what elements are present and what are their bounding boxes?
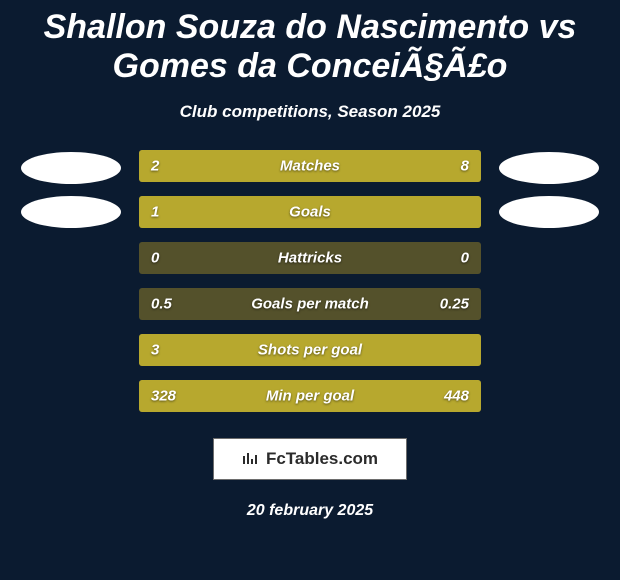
date: 20 february 2025 — [247, 502, 373, 520]
stat-row: 328 Min per goal 448 — [139, 380, 481, 412]
stat-value-left: 3 — [151, 342, 159, 359]
player-avatar-placeholder — [499, 196, 599, 228]
stat-row: 2 Matches 8 — [139, 150, 481, 182]
stat-value-right: 0 — [461, 250, 469, 267]
stat-row: 1 Goals — [139, 196, 481, 228]
stat-label: Min per goal — [266, 388, 354, 405]
stat-value-right: 8 — [461, 158, 469, 175]
bar-fill-right — [252, 196, 481, 228]
comparison-bars: 2 Matches 8 1 Goals 0 Hattricks 0 0.5 Goals per m… — [139, 150, 481, 412]
stat-value-left: 0 — [151, 250, 159, 267]
stat-value-left: 0.5 — [151, 296, 172, 313]
stat-value-right: 448 — [444, 388, 469, 405]
bar-fill-left — [139, 150, 207, 182]
right-avatar-column — [499, 152, 599, 228]
stat-label: Goals — [289, 204, 331, 221]
subtitle: Club competitions, Season 2025 — [180, 102, 441, 122]
footer-attribution: FcTables.com — [213, 438, 407, 480]
stat-row: 0.5 Goals per match 0.25 — [139, 288, 481, 320]
stat-value-left: 1 — [151, 204, 159, 221]
stat-label: Matches — [280, 158, 340, 175]
stat-label: Shots per goal — [258, 342, 362, 359]
stat-value-left: 2 — [151, 158, 159, 175]
bar-fill-right — [207, 150, 481, 182]
stat-label: Goals per match — [251, 296, 369, 313]
stat-value-left: 328 — [151, 388, 176, 405]
player-avatar-placeholder — [499, 152, 599, 184]
player-avatar-placeholder — [21, 196, 121, 228]
player-avatar-placeholder — [21, 152, 121, 184]
fctables-logo-icon — [242, 450, 260, 468]
stat-row: 3 Shots per goal — [139, 334, 481, 366]
left-avatar-column — [21, 152, 121, 228]
stat-label: Hattricks — [278, 250, 342, 267]
page-title: Shallon Souza do Nascimento vs Gomes da … — [0, 0, 620, 86]
chart-area: 2 Matches 8 1 Goals 0 Hattricks 0 0.5 Goals per m… — [21, 150, 599, 412]
footer-text: FcTables.com — [266, 449, 378, 469]
stat-value-right: 0.25 — [440, 296, 469, 313]
container: Shallon Souza do Nascimento vs Gomes da … — [0, 0, 620, 580]
stat-row: 0 Hattricks 0 — [139, 242, 481, 274]
